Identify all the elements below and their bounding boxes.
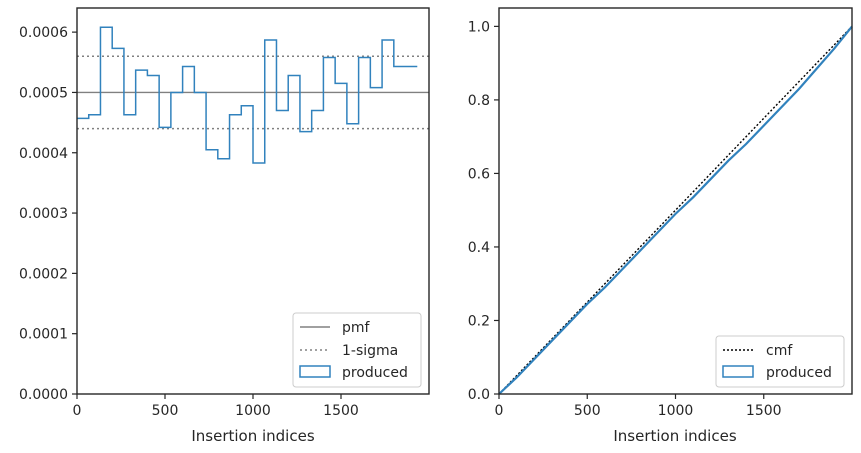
right-produced-line	[498, 25, 853, 395]
left-x-tick-label: 1500	[323, 403, 359, 419]
right-legend-produced-swatch	[722, 365, 754, 378]
left-chart: 0.0000 0.0001 0.0002 0.0003 0.0004 0.0005 0.00…	[19, 7, 430, 445]
right-legend-produced-label: produced	[766, 365, 832, 381]
right-x-tick-label: 1000	[658, 403, 694, 419]
left-x-tick-label: 500	[152, 403, 179, 419]
right-y-ticks: 0.0 0.2 0.4 0.6 0.8 1.0	[468, 19, 499, 403]
right-y-tick-label: 0.4	[468, 240, 490, 256]
right-y-tick-label: 0.8	[468, 93, 490, 109]
left-legend-box	[292, 312, 422, 388]
left-legend-sigma-label: 1-sigma	[342, 343, 398, 359]
left-legend-pmf-label: pmf	[342, 320, 371, 336]
right-y-tick-label: 0.0	[468, 387, 490, 403]
left-y-tick-label: 0.0000	[19, 387, 68, 403]
left-y-tick-label: 0.0003	[19, 206, 68, 222]
left-y-tick-label: 0.0001	[19, 327, 68, 343]
right-y-tick-label: 0.2	[468, 313, 490, 329]
left-legend: pmf 1-sigma produced	[292, 312, 422, 388]
left-x-ticks: 0 500 1000 1500	[73, 394, 359, 419]
left-legend-produced-label: produced	[342, 365, 408, 381]
left-y-tick-label: 0.0002	[19, 266, 68, 282]
right-y-tick-label: 0.6	[468, 166, 490, 182]
left-y-ticks: 0.0000 0.0001 0.0002 0.0003 0.0004 0.0005 0.00…	[19, 25, 77, 403]
left-x-tick-label: 0	[73, 403, 82, 419]
left-x-tick-label: 1000	[235, 403, 271, 419]
right-x-tick-label: 0	[495, 403, 504, 419]
left-axes-frame	[76, 7, 430, 395]
right-x-tick-label: 1500	[746, 403, 782, 419]
right-chart: 0.0 0.2 0.4 0.6 0.8 1.0 0 500 1000 1500 Insertio…	[468, 7, 853, 445]
left-produced-steps	[77, 26, 418, 164]
right-x-ticks: 0 500 1000 1500	[495, 394, 782, 419]
right-cmf-line	[498, 25, 853, 395]
right-legend-box	[715, 335, 845, 388]
left-y-tick-label: 0.0006	[19, 25, 68, 41]
left-y-tick-label: 0.0005	[19, 85, 68, 101]
right-y-tick-label: 1.0	[468, 19, 490, 35]
left-y-tick-label: 0.0004	[19, 146, 68, 162]
left-x-axis-label: Insertion indices	[191, 427, 314, 445]
right-legend-cmf-label: cmf	[766, 343, 793, 359]
right-legend: cmf produced	[715, 335, 845, 388]
right-cmf-line	[498, 25, 853, 395]
right-x-axis-label: Insertion indices	[613, 427, 736, 445]
left-produced-step-line	[77, 26, 418, 164]
right-axes-frame	[498, 7, 853, 395]
right-produced-line	[498, 25, 853, 395]
right-x-tick-label: 500	[574, 403, 601, 419]
left-legend-produced-swatch	[299, 365, 331, 378]
